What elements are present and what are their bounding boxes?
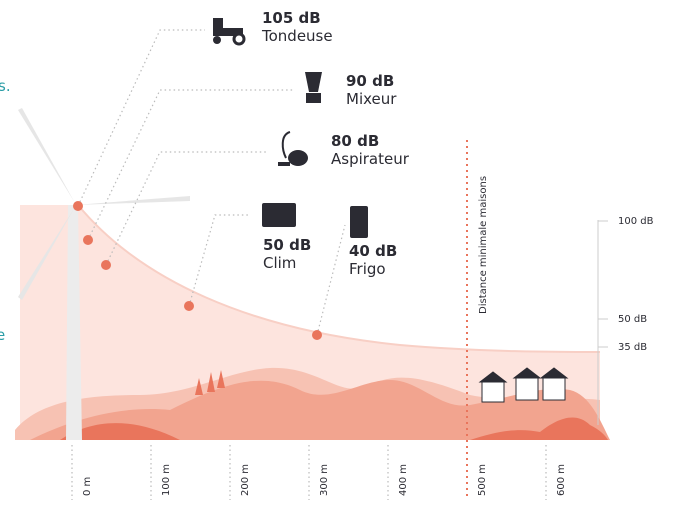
minimum-distance-label: Distance minimale maisons xyxy=(478,176,489,314)
source-level: 90 dB xyxy=(346,72,394,90)
db-label: 100 dB xyxy=(618,216,654,227)
sound-point xyxy=(73,201,83,211)
sound-point xyxy=(83,235,93,245)
cropped-text: s. xyxy=(0,77,11,95)
houses xyxy=(480,368,567,402)
leader-line xyxy=(78,30,205,206)
distance-label: 500 m xyxy=(477,464,488,496)
source-level: 50 dB xyxy=(263,236,311,254)
source-name: Clim xyxy=(263,254,296,272)
distance-label: 100 m xyxy=(161,464,172,496)
distance-label: 300 m xyxy=(319,464,330,496)
distance-label: 200 m xyxy=(240,464,251,496)
distance-label: 400 m xyxy=(398,464,409,496)
source-name: Tondeuse xyxy=(261,27,333,45)
source-name: Frigo xyxy=(349,260,386,278)
source-level: 105 dB xyxy=(262,9,321,27)
source-name: Aspirateur xyxy=(331,150,410,168)
sound-point xyxy=(184,301,194,311)
leader-line xyxy=(106,152,268,265)
db-label: 50 dB xyxy=(618,314,647,325)
infographic: 105 dBTondeuse 90 dBMixeur 80 dBAspirateur… xyxy=(0,0,673,522)
source-level: 40 dB xyxy=(349,242,397,260)
db-label: 35 dB xyxy=(618,342,647,353)
leader-line xyxy=(189,215,250,306)
icons xyxy=(213,18,368,238)
cropped-text: e xyxy=(0,326,5,344)
leader-line xyxy=(317,225,345,335)
distance-label: 0 m xyxy=(82,477,93,496)
source-level: 80 dB xyxy=(331,132,379,150)
source-name: Mixeur xyxy=(346,90,397,108)
distance-label: 600 m xyxy=(556,464,567,496)
sound-point xyxy=(312,330,322,340)
sound-point xyxy=(101,260,111,270)
